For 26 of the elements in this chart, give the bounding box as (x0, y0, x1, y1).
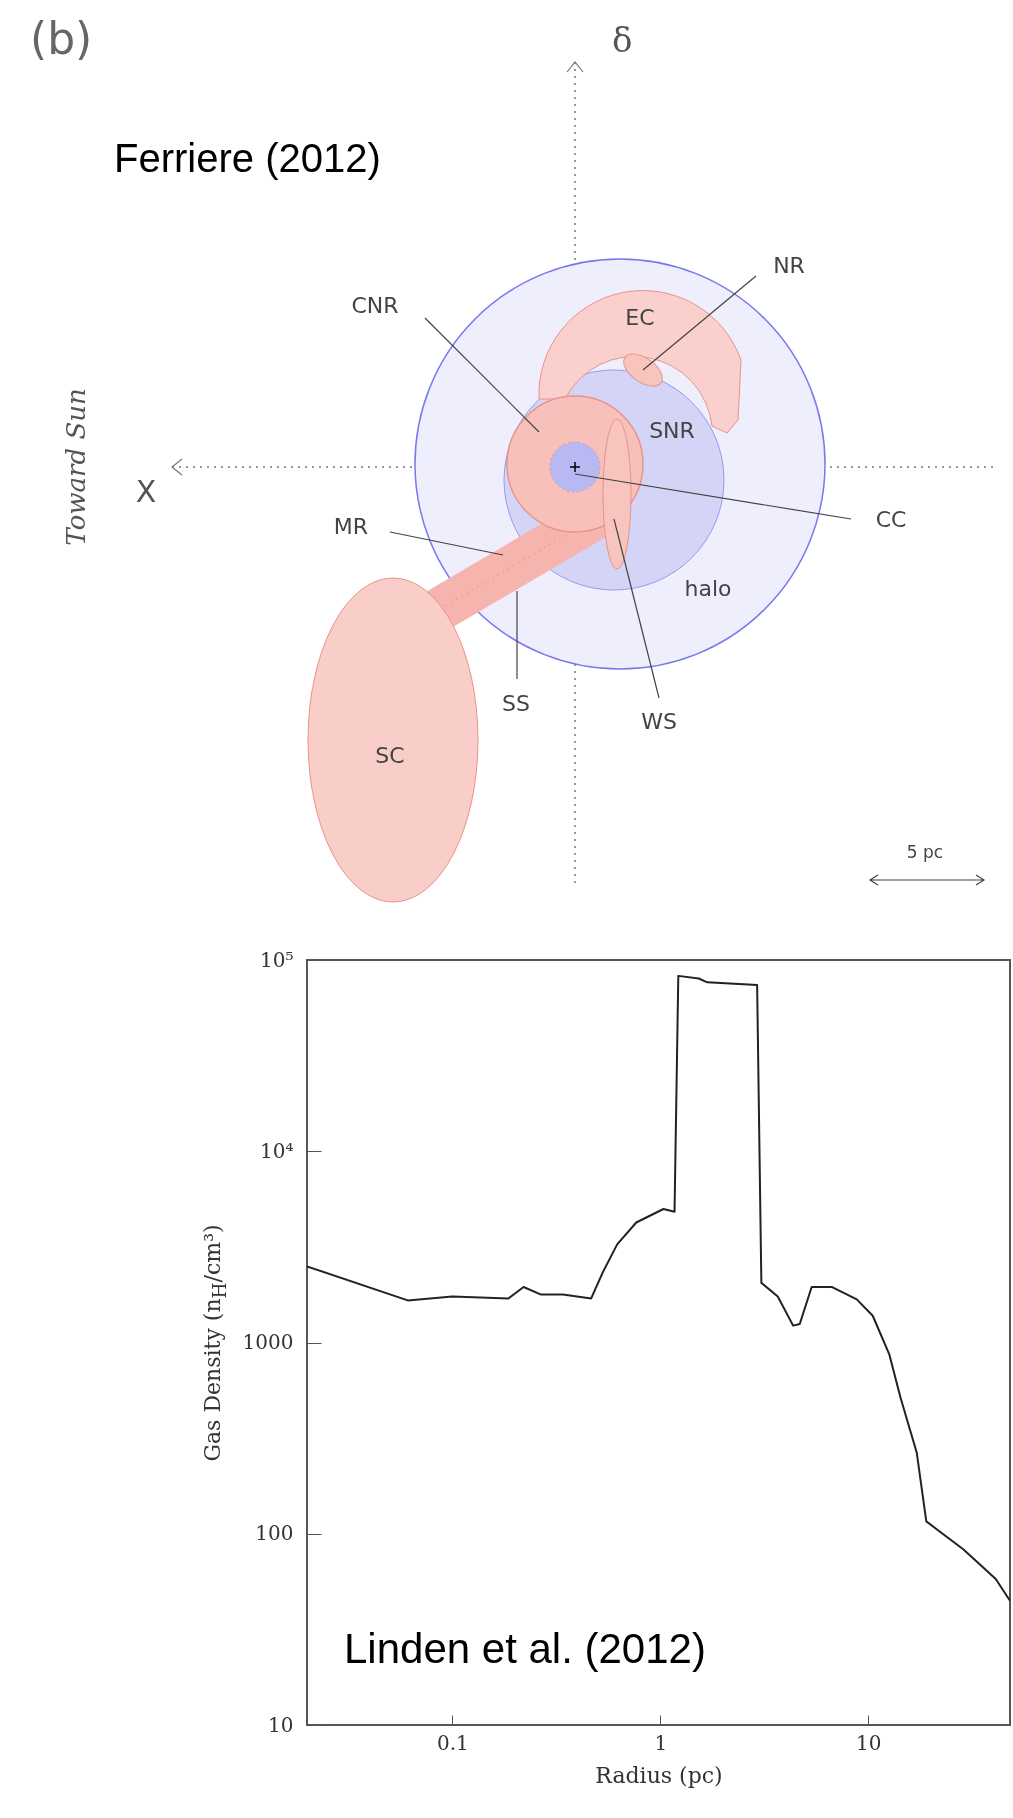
x-tick-label: 0.1 (436, 1730, 469, 1755)
text: CC (875, 507, 907, 532)
text: EC (625, 305, 655, 330)
text: X (135, 474, 157, 509)
x-axis-title: Radius (pc) (595, 1762, 723, 1788)
text: (b) (30, 13, 93, 64)
text: SNR (649, 418, 695, 443)
text: δ (612, 20, 633, 60)
y-tick-label: 100 (255, 1521, 294, 1546)
text: SS (502, 691, 530, 716)
text: NR (773, 253, 805, 278)
y-tick-label: 10⁴ (260, 1138, 294, 1163)
y-tick-label: 10⁵ (260, 947, 294, 972)
text: CNR (351, 293, 399, 318)
y-tick-label: 10 (268, 1712, 294, 1737)
x-tick-label: 1 (654, 1730, 668, 1755)
text: halo (684, 576, 732, 601)
text: WS (641, 709, 677, 734)
text: 5 pc (906, 842, 944, 862)
y-tick-label: 1000 (242, 1330, 294, 1354)
text: MR (333, 514, 369, 539)
text: Toward Sun (61, 388, 91, 546)
text: Ferriere (2012) (114, 136, 381, 180)
text: SC (375, 743, 405, 768)
annotation: Linden et al. (2012) (344, 1625, 706, 1672)
x-tick-label: 10 (856, 1730, 882, 1755)
